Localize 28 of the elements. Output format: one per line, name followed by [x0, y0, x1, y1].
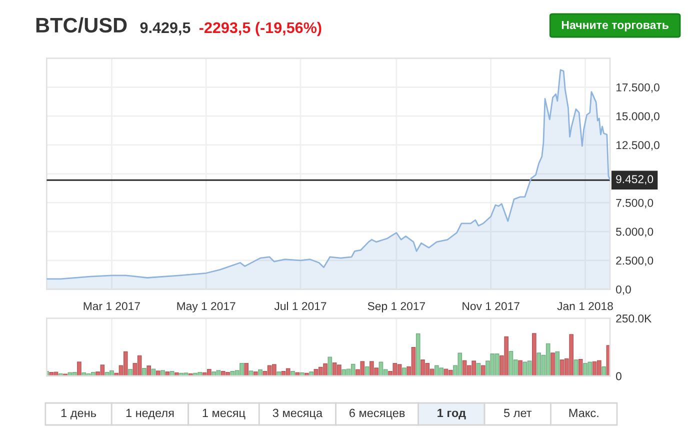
y-tick-label: 2.500,0	[616, 256, 654, 266]
text: 5 лет	[504, 408, 532, 418]
chart-title: BTC/USD	[36, 17, 127, 33]
x-tick-label: Jan 1 2018	[557, 302, 613, 310]
text: 1 год	[438, 408, 466, 420]
text: Начните торговать	[562, 21, 668, 32]
y-tick-label: 5.000,0	[616, 228, 654, 238]
ref-line-label: 9.452,0	[616, 175, 654, 185]
text: Макс.	[569, 408, 598, 418]
text: -2293,5 (-19,56%)	[199, 22, 322, 36]
y-tick-label: 7.500,0	[616, 198, 654, 208]
text: 1 неделя	[126, 408, 174, 420]
y-tick-label: 17.500,0	[616, 83, 660, 93]
text: 1 месяц	[202, 408, 246, 420]
x-tick-label: May 1 2017	[177, 302, 236, 312]
chart-subtitle: 9.429,5	[140, 22, 190, 36]
x-tick-label: Jul 1 2017	[274, 302, 326, 310]
x-tick-label: Sep 1 2017	[368, 302, 426, 312]
x-tick-label: Nov 1 2017	[462, 302, 520, 310]
y-tick-label: 0,0	[616, 285, 631, 295]
y-tick-label: 15.000,0	[616, 112, 660, 122]
y-tick-label: 12.500,0	[616, 141, 660, 151]
text: 3 месяца	[272, 408, 323, 420]
y-tick-label: 250.0K	[616, 314, 652, 323]
x-tick-label: Mar 1 2017	[84, 302, 140, 310]
text: 1 день	[61, 408, 96, 420]
y-tick-label: 0	[616, 372, 622, 380]
text: 6 месяцев	[350, 408, 405, 420]
